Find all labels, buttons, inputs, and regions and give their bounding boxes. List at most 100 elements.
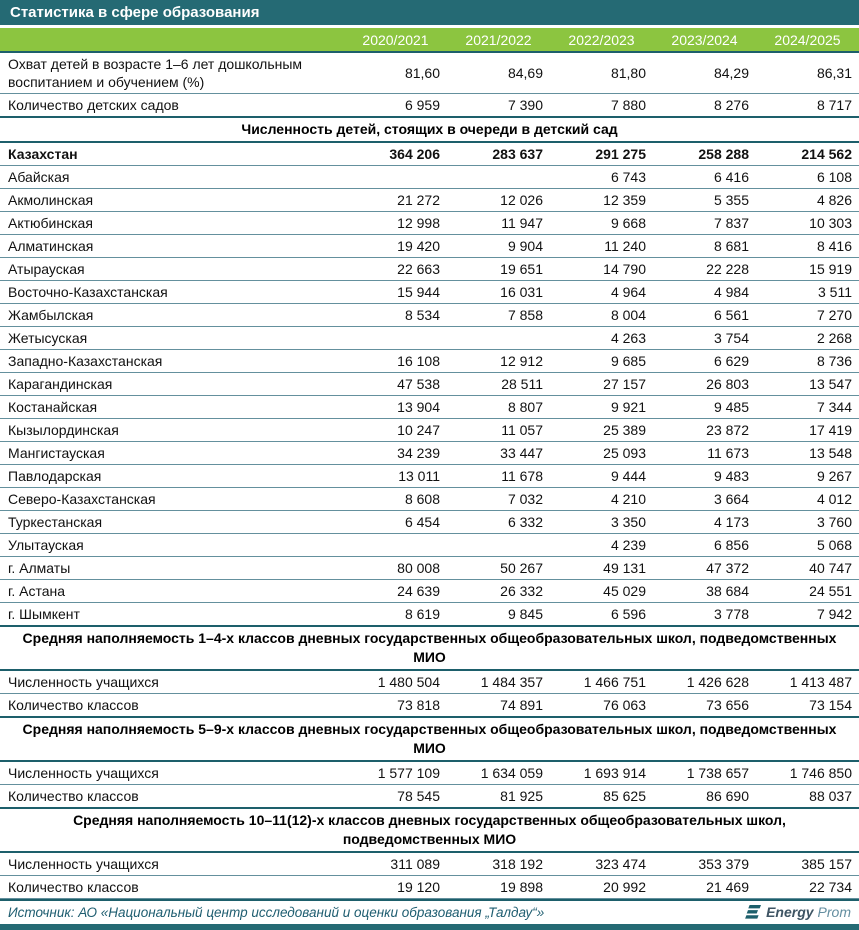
row-label: Количество классов [0,693,344,718]
table-row: Количество детских садов 6 959 7 390 7 880 8… [0,93,859,118]
value-cell: 1 426 628 [653,670,756,694]
value-cell: 1 577 109 [344,761,447,785]
value-cell: 13 904 [344,395,447,419]
value-cell: 24 551 [756,579,859,603]
value-cell: 4 984 [653,280,756,304]
value-cell: 85 625 [550,784,653,809]
value-cell: 8 736 [756,349,859,373]
row-label: Алматинская [0,234,344,258]
row-label: Численность учащихся [0,761,344,785]
value-cell: 34 239 [344,441,447,465]
value-cell: 6 856 [653,533,756,557]
source-bar: Источник: АО «Национальный центр исследо… [0,899,859,923]
value-cell: 5 355 [653,188,756,212]
value-cell: 8 681 [653,234,756,258]
table-row: Жетысуская 4 263 3 754 2 268 [0,326,859,350]
value-cell: 19 898 [447,875,550,899]
value-cell: 7 344 [756,395,859,419]
table-row: Количество классов 78 545 81 925 85 625 86 6… [0,784,859,809]
year-header-spacer [0,28,344,53]
value-cell: 73 154 [756,693,859,718]
value-cell: 6 959 [344,93,447,118]
table-row: Актюбинская 12 998 11 947 9 668 7 837 10 303 [0,211,859,235]
table-row: Количество классов 19 120 19 898 20 992 21 4… [0,875,859,899]
value-cell: 7 880 [550,93,653,118]
value-cell: 8 416 [756,234,859,258]
section-header-row: Численность детей, стоящих в очереди в д… [0,116,859,143]
value-cell: 22 228 [653,257,756,281]
value-cell: 7 837 [653,211,756,235]
value-cell: 50 267 [447,556,550,580]
value-cell: 28 511 [447,372,550,396]
value-cell: 25 389 [550,418,653,442]
year-header-2021-2022: 2021/2022 [447,28,550,53]
row-label: Западно-Казахстанская [0,349,344,373]
value-cell: 7 270 [756,303,859,327]
section-header-row: Средняя наполняемость 1–4-х классов днев… [0,625,859,671]
section-header-row: Средняя наполняемость 5–9-х классов днев… [0,716,859,762]
value-cell: 19 120 [344,875,447,899]
value-cell: 4 263 [550,326,653,350]
value-cell: 12 998 [344,211,447,235]
energyprom-logo: Energy Prom [745,904,851,920]
value-cell: 49 131 [550,556,653,580]
value-cell: 283 637 [447,142,550,166]
value-cell: 8 276 [653,93,756,118]
value-cell [447,165,550,189]
year-header-2023-2024: 2023/2024 [653,28,756,53]
value-cell: 6 108 [756,165,859,189]
row-label: Казахстан [0,142,344,166]
value-cell: 3 754 [653,326,756,350]
table-row: Алматинская 19 420 9 904 11 240 8 681 8 416 [0,234,859,258]
value-cell: 9 921 [550,395,653,419]
value-cell: 12 026 [447,188,550,212]
value-cell: 3 350 [550,510,653,534]
table-row: Количество классов 73 818 74 891 76 063 73 6… [0,693,859,718]
table-row: Северо-Казахстанская 8 608 7 032 4 210 3 664… [0,487,859,511]
value-cell: 26 803 [653,372,756,396]
row-label: Охват детей в возрасте 1–6 лет дошкольны… [0,52,344,94]
value-cell: 6 561 [653,303,756,327]
year-header-2022-2023: 2022/2023 [550,28,653,53]
value-cell: 12 912 [447,349,550,373]
value-cell: 7 032 [447,487,550,511]
value-cell: 1 480 504 [344,670,447,694]
row-label: Численность учащихся [0,670,344,694]
value-cell: 1 738 657 [653,761,756,785]
value-cell: 9 267 [756,464,859,488]
table-row: Численность учащихся 1 480 504 1 484 357 1 … [0,670,859,694]
section-title: Средняя наполняемость 1–4-х классов днев… [0,625,859,671]
value-cell: 6 332 [447,510,550,534]
value-cell: 47 538 [344,372,447,396]
table-row: Охват детей в возрасте 1–6 лет дошкольны… [0,52,859,94]
value-cell: 11 057 [447,418,550,442]
table-row: Казахстан 364 206 283 637 291 275 258 288 214… [0,142,859,166]
table-row: Туркестанская 6 454 6 332 3 350 4 173 3 760 [0,510,859,534]
value-cell: 7 858 [447,303,550,327]
row-label: Акмолинская [0,188,344,212]
table-row: Акмолинская 21 272 12 026 12 359 5 355 4 826 [0,188,859,212]
value-cell: 2 268 [756,326,859,350]
value-cell: 73 818 [344,693,447,718]
value-cell: 258 288 [653,142,756,166]
table-row: Мангистауская 34 239 33 447 25 093 11 673 13 … [0,441,859,465]
row-label: Улытауская [0,533,344,557]
row-label: Туркестанская [0,510,344,534]
value-cell: 22 734 [756,875,859,899]
value-cell: 9 668 [550,211,653,235]
value-cell: 7 942 [756,602,859,627]
title-bar: Статистика в сфере образования [0,0,859,25]
value-cell: 25 093 [550,441,653,465]
value-cell: 1 746 850 [756,761,859,785]
value-cell: 19 420 [344,234,447,258]
page-title: Статистика в сфере образования [10,4,260,21]
row-label: Атырауская [0,257,344,281]
value-cell: 38 684 [653,579,756,603]
value-cell: 11 240 [550,234,653,258]
value-cell: 47 372 [653,556,756,580]
value-cell: 16 108 [344,349,447,373]
value-cell: 364 206 [344,142,447,166]
row-label: Количество классов [0,784,344,809]
bottom-teal-bar [0,924,859,930]
row-label: Мангистауская [0,441,344,465]
